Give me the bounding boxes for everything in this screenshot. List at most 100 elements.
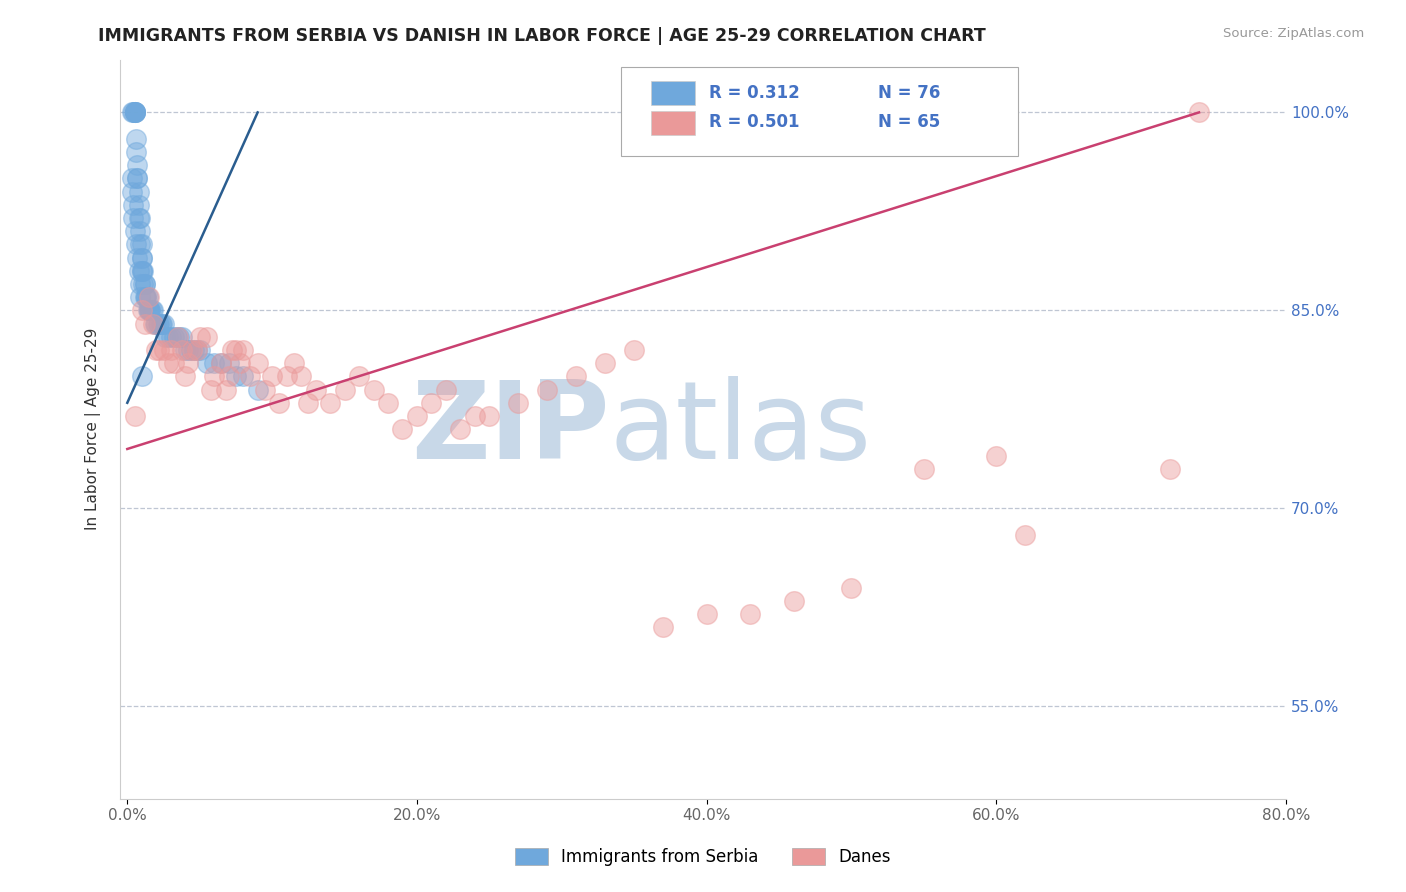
Point bbox=[696, 607, 718, 621]
Point bbox=[377, 396, 399, 410]
Point bbox=[135, 290, 157, 304]
Point bbox=[131, 251, 153, 265]
Point bbox=[143, 317, 166, 331]
Point bbox=[127, 171, 149, 186]
Point bbox=[232, 369, 254, 384]
FancyBboxPatch shape bbox=[651, 81, 695, 105]
Point bbox=[652, 620, 675, 634]
Point bbox=[202, 356, 225, 370]
Point bbox=[186, 343, 208, 357]
Point bbox=[148, 317, 170, 331]
Point bbox=[142, 317, 165, 331]
Point bbox=[132, 277, 155, 291]
Point bbox=[128, 211, 150, 225]
Point bbox=[167, 330, 190, 344]
Point bbox=[229, 356, 252, 370]
Point bbox=[195, 330, 218, 344]
Point bbox=[464, 409, 486, 423]
Point bbox=[276, 369, 298, 384]
Point bbox=[406, 409, 429, 423]
Point bbox=[174, 343, 197, 357]
Point bbox=[181, 343, 204, 357]
Point bbox=[391, 422, 413, 436]
Point bbox=[215, 383, 238, 397]
Point bbox=[290, 369, 312, 384]
Point bbox=[623, 343, 645, 357]
Point bbox=[142, 303, 165, 318]
Text: IMMIGRANTS FROM SERBIA VS DANISH IN LABOR FORCE | AGE 25-29 CORRELATION CHART: IMMIGRANTS FROM SERBIA VS DANISH IN LABO… bbox=[98, 27, 986, 45]
Point bbox=[135, 290, 157, 304]
Point bbox=[738, 607, 761, 621]
Point bbox=[138, 303, 160, 318]
Point bbox=[124, 224, 146, 238]
Point bbox=[124, 105, 146, 120]
Point bbox=[139, 303, 162, 318]
Point bbox=[121, 105, 143, 120]
Point bbox=[153, 330, 176, 344]
Point bbox=[363, 383, 385, 397]
Point bbox=[121, 171, 143, 186]
Point bbox=[172, 343, 194, 357]
Point bbox=[127, 171, 149, 186]
Point bbox=[146, 317, 169, 331]
Point bbox=[188, 330, 211, 344]
Point bbox=[134, 290, 156, 304]
Point bbox=[188, 343, 211, 357]
Point bbox=[333, 383, 356, 397]
Point bbox=[912, 462, 935, 476]
Point bbox=[129, 224, 152, 238]
Point bbox=[150, 317, 173, 331]
Point bbox=[129, 211, 152, 225]
Point bbox=[136, 303, 159, 318]
Point bbox=[141, 303, 163, 318]
Point bbox=[1188, 105, 1211, 120]
Point bbox=[124, 105, 146, 120]
Point bbox=[202, 369, 225, 384]
Point bbox=[246, 356, 269, 370]
Point bbox=[218, 369, 240, 384]
Point bbox=[232, 343, 254, 357]
Point bbox=[195, 356, 218, 370]
Point bbox=[246, 383, 269, 397]
Point bbox=[131, 369, 153, 384]
Point bbox=[269, 396, 291, 410]
Point bbox=[172, 330, 194, 344]
Point bbox=[162, 330, 184, 344]
Point bbox=[128, 264, 150, 278]
Point bbox=[183, 343, 205, 357]
Point bbox=[841, 581, 863, 595]
Point bbox=[131, 251, 153, 265]
Point bbox=[166, 330, 188, 344]
Point bbox=[122, 211, 145, 225]
Point bbox=[125, 145, 148, 159]
Point bbox=[125, 237, 148, 252]
Point bbox=[131, 264, 153, 278]
Point bbox=[145, 343, 167, 357]
Text: ZIP: ZIP bbox=[411, 376, 610, 483]
Point bbox=[200, 383, 222, 397]
Point bbox=[124, 105, 146, 120]
Point bbox=[129, 290, 152, 304]
Point bbox=[239, 369, 262, 384]
Point bbox=[122, 198, 145, 212]
Point bbox=[209, 356, 232, 370]
Point bbox=[1159, 462, 1181, 476]
Point bbox=[131, 237, 153, 252]
Point bbox=[262, 369, 284, 384]
Point bbox=[209, 356, 232, 370]
Point bbox=[134, 277, 156, 291]
Point bbox=[186, 343, 208, 357]
Point bbox=[218, 356, 240, 370]
Point bbox=[169, 330, 191, 344]
Point bbox=[782, 594, 804, 608]
Point bbox=[253, 383, 276, 397]
Point bbox=[434, 383, 457, 397]
Legend: Immigrants from Serbia, Danes: Immigrants from Serbia, Danes bbox=[506, 840, 900, 875]
Point bbox=[134, 317, 156, 331]
Point bbox=[180, 343, 202, 357]
Point bbox=[478, 409, 501, 423]
Point bbox=[128, 185, 150, 199]
Point bbox=[138, 303, 160, 318]
Point bbox=[152, 317, 174, 331]
Y-axis label: In Labor Force | Age 25-29: In Labor Force | Age 25-29 bbox=[86, 328, 101, 531]
